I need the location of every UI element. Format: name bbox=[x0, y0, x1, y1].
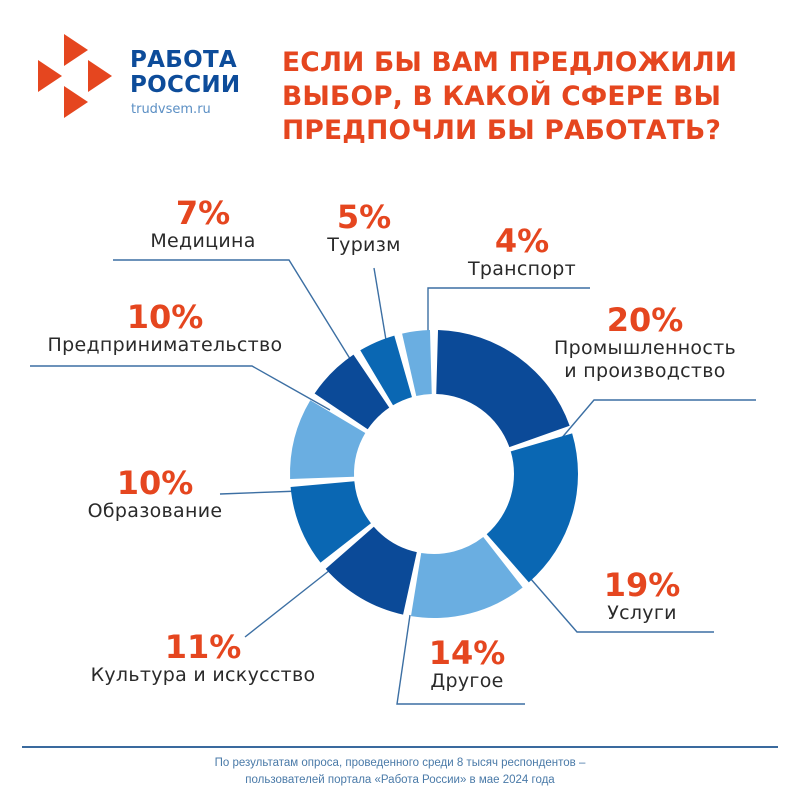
category-name: Медицина bbox=[150, 230, 256, 252]
donut-segment bbox=[290, 481, 371, 563]
footer-line2: пользователей портала «Работа России» в … bbox=[245, 774, 555, 786]
leader-line bbox=[113, 259, 353, 363]
chart-title: ЕСЛИ БЫ ВАМ ПРЕДЛОЖИЛИ ВЫБОР, В КАКОЙ СФ… bbox=[282, 46, 792, 148]
leader-line bbox=[219, 490, 301, 495]
leader-line bbox=[30, 365, 331, 411]
donut-segment bbox=[402, 330, 432, 396]
percent-value: 4% bbox=[494, 222, 550, 260]
brand-logo: РАБОТА РОССИИ trudvsem.ru bbox=[30, 30, 270, 120]
label-tourism: 5% Туризм bbox=[327, 200, 401, 257]
title-line2: ВЫБОР, В КАКОЙ СФЕРЕ ВЫ bbox=[282, 81, 722, 112]
label-entrepreneurship: 10% Предпринимательство bbox=[48, 300, 283, 357]
category-name: Культура и искусство bbox=[90, 664, 316, 686]
category-name: и производство bbox=[564, 360, 726, 382]
donut-segment bbox=[436, 330, 570, 448]
brand-title-line1: РАБОТА bbox=[130, 47, 238, 73]
donut-segment bbox=[486, 433, 578, 583]
donut-segments bbox=[289, 330, 578, 618]
category-name: Предпринимательство bbox=[47, 334, 283, 356]
label-transport: 4% Транспорт bbox=[468, 224, 576, 281]
donut-segment bbox=[314, 354, 390, 430]
category-name: Туризм bbox=[327, 234, 401, 256]
brand-url: trudvsem.ru bbox=[131, 102, 211, 117]
donut-segment bbox=[410, 537, 523, 618]
percent-value: 10% bbox=[116, 464, 194, 502]
category-name: Транспорт bbox=[467, 258, 577, 280]
brand-title: РАБОТА РОССИИ bbox=[130, 48, 240, 98]
category-name: Услуги bbox=[607, 602, 677, 624]
label-medicine: 7% Медицина bbox=[150, 196, 255, 253]
leader-line bbox=[529, 577, 714, 633]
footer-divider bbox=[22, 746, 778, 748]
percent-value: 7% bbox=[175, 194, 231, 232]
percent-value: 10% bbox=[126, 298, 204, 336]
label-industry: 20% Промышленность и производство bbox=[554, 303, 736, 383]
leader-line bbox=[559, 399, 756, 441]
footer-line1: По результатам опроса, проведенного сред… bbox=[214, 757, 586, 769]
leader-line bbox=[396, 614, 525, 705]
brand-title-line2: РОССИИ bbox=[130, 72, 241, 98]
play-arrows-logo-icon bbox=[38, 34, 112, 118]
label-culture: 11% Культура и искусство bbox=[91, 630, 316, 687]
percent-value: 20% bbox=[606, 301, 684, 339]
percent-value: 5% bbox=[336, 198, 392, 236]
donut-segment bbox=[325, 526, 417, 615]
label-other: 14% Другое bbox=[429, 636, 506, 693]
label-services: 19% Услуги bbox=[604, 568, 681, 625]
donut-segment bbox=[289, 400, 366, 480]
leader-line bbox=[244, 569, 331, 638]
label-education: 10% Образование bbox=[88, 466, 223, 523]
percent-value: 14% bbox=[428, 634, 506, 672]
percent-value: 19% bbox=[603, 566, 681, 604]
category-name: Промышленность bbox=[554, 337, 736, 359]
title-line1: ЕСЛИ БЫ ВАМ ПРЕДЛОЖИЛИ bbox=[282, 47, 738, 78]
category-name: Образование bbox=[87, 500, 223, 522]
donut-segment bbox=[360, 335, 412, 406]
footer-note: По результатам опроса, проведенного сред… bbox=[0, 755, 800, 789]
percent-value: 11% bbox=[164, 628, 242, 666]
title-line3: ПРЕДПОЧЛИ БЫ РАБОТАТЬ? bbox=[282, 115, 722, 146]
category-name: Другое bbox=[430, 670, 504, 692]
